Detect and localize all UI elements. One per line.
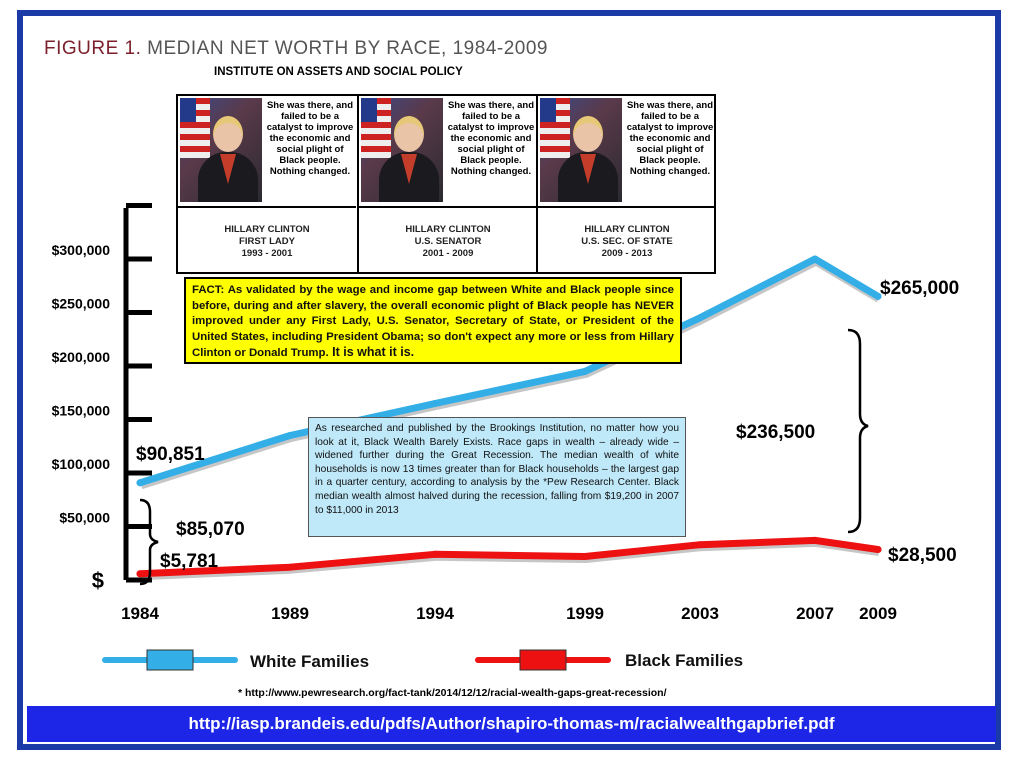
black-families-point: [811, 536, 819, 544]
legend-white-label: White Families: [250, 652, 370, 671]
legend-white-swatch-box: [146, 649, 194, 671]
panel-role: FIRST LADY: [239, 236, 295, 247]
legend-black-label: Black Families: [625, 651, 744, 670]
figure-subtitle: INSTITUTE ON ASSETS AND SOCIAL POLICY: [214, 66, 463, 78]
panel-caption: HILLARY CLINTON U.S. SEC. OF STATE 2009 …: [538, 206, 716, 274]
panel-senator: She was there, and failed to be a cataly…: [357, 96, 537, 274]
black-families-point: [696, 541, 704, 549]
panel-role: U.S. SENATOR: [414, 236, 482, 247]
brookings-note: As researched and published by the Brook…: [308, 417, 686, 537]
x-tick-label: 1994: [416, 604, 454, 623]
fact-body: As validated by the wage and income gap …: [192, 284, 674, 359]
panel-quote: She was there, and failed to be a cataly…: [626, 100, 714, 177]
footnote-source: * http://www.pewresearch.org/fact-tank/2…: [238, 687, 667, 699]
white-end-value: $265,000: [880, 278, 960, 299]
y-tick-label: $300,000: [52, 242, 111, 258]
white-start-value: $90,851: [136, 444, 205, 465]
black-families-point: [874, 546, 882, 553]
panel-years: 2009 - 2013: [601, 248, 653, 259]
y-axis: [123, 203, 152, 583]
gap-start-value: $85,070: [176, 519, 245, 540]
panel-years: 1993 - 2001: [241, 248, 293, 259]
y-tick-label: $200,000: [52, 349, 111, 365]
panel-role: U.S. SEC. OF STATE: [581, 236, 673, 247]
panel-caption: HILLARY CLINTON FIRST LADY 1993 - 2001: [178, 206, 356, 274]
panel-name: HILLARY CLINTON: [405, 224, 491, 235]
x-tick-label: 2007: [796, 604, 834, 623]
panel-quote: She was there, and failed to be a cataly…: [266, 100, 354, 177]
black-end-value: $28,500: [888, 545, 957, 566]
figure-number: FIGURE 1.: [44, 38, 142, 59]
white-families-point: [874, 292, 882, 300]
source-url-bar[interactable]: http://iasp.brandeis.edu/pdfs/Author/sha…: [27, 706, 996, 742]
y-tick-label: $: [92, 568, 104, 593]
legend-swatches: [102, 649, 611, 671]
panel-caption: HILLARY CLINTON U.S. SENATOR 2001 - 2009: [359, 206, 537, 274]
y-tick-label: $150,000: [52, 403, 111, 419]
y-tick-label: $50,000: [59, 510, 110, 526]
gap-end-value: $236,500: [736, 422, 816, 443]
panel-name: HILLARY CLINTON: [224, 224, 310, 235]
y-tick-label: $100,000: [52, 456, 111, 472]
panel-quote: She was there, and failed to be a cataly…: [447, 100, 535, 177]
white-families-point: [811, 255, 819, 263]
x-tick-label: 1984: [121, 604, 159, 623]
panel-name: HILLARY CLINTON: [584, 224, 670, 235]
white-families-point: [431, 400, 439, 407]
white-families-point: [696, 314, 704, 322]
portrait-photo: [361, 98, 443, 202]
x-tick-labels: 1984 1989 1994 1999 2003 2007 2009: [121, 604, 897, 623]
black-families-line: [136, 536, 882, 578]
fact-tail: It is what it is.: [328, 345, 415, 359]
gap-brace-end: [847, 328, 869, 534]
figure-title: FIGURE 1. MEDIAN NET WORTH BY RACE, 1984…: [44, 38, 548, 60]
panel-first-lady: She was there, and failed to be a cataly…: [178, 96, 356, 274]
x-tick-label: 2009: [859, 604, 897, 623]
figure-title-text: MEDIAN NET WORTH BY RACE, 1984-2009: [141, 38, 548, 59]
black-families-point: [286, 563, 294, 571]
white-families-point: [581, 367, 589, 375]
series-lines: [136, 255, 882, 581]
fact-lead: FACT:: [192, 284, 225, 296]
x-tick-label: 1999: [566, 604, 604, 623]
white-families-point: [136, 479, 144, 487]
black-families-point: [581, 553, 589, 560]
panel-secretary-of-state: She was there, and failed to be a cataly…: [536, 96, 716, 274]
portrait-photo: [540, 98, 622, 202]
gap-braces: [139, 328, 869, 586]
x-tick-label: 2003: [681, 604, 719, 623]
clinton-panels: She was there, and failed to be a cataly…: [176, 94, 716, 274]
portrait-photo: [180, 98, 262, 202]
black-families-point: [136, 570, 144, 578]
y-tick-label: $250,000: [52, 296, 111, 312]
gap-brace-start: [139, 498, 159, 586]
fact-box: FACT: As validated by the wage and incom…: [184, 277, 682, 364]
legend-black-swatch-box: [519, 649, 567, 671]
x-tick-label: 1989: [271, 604, 309, 623]
black-families-point: [431, 550, 439, 558]
black-start-value: $5,781: [160, 551, 219, 572]
panel-years: 2001 - 2009: [422, 248, 474, 259]
white-families-point: [286, 432, 294, 439]
y-tick-labels: $ $50,000 $100,000 $150,000 $200,000 $250,000…: [52, 242, 111, 593]
